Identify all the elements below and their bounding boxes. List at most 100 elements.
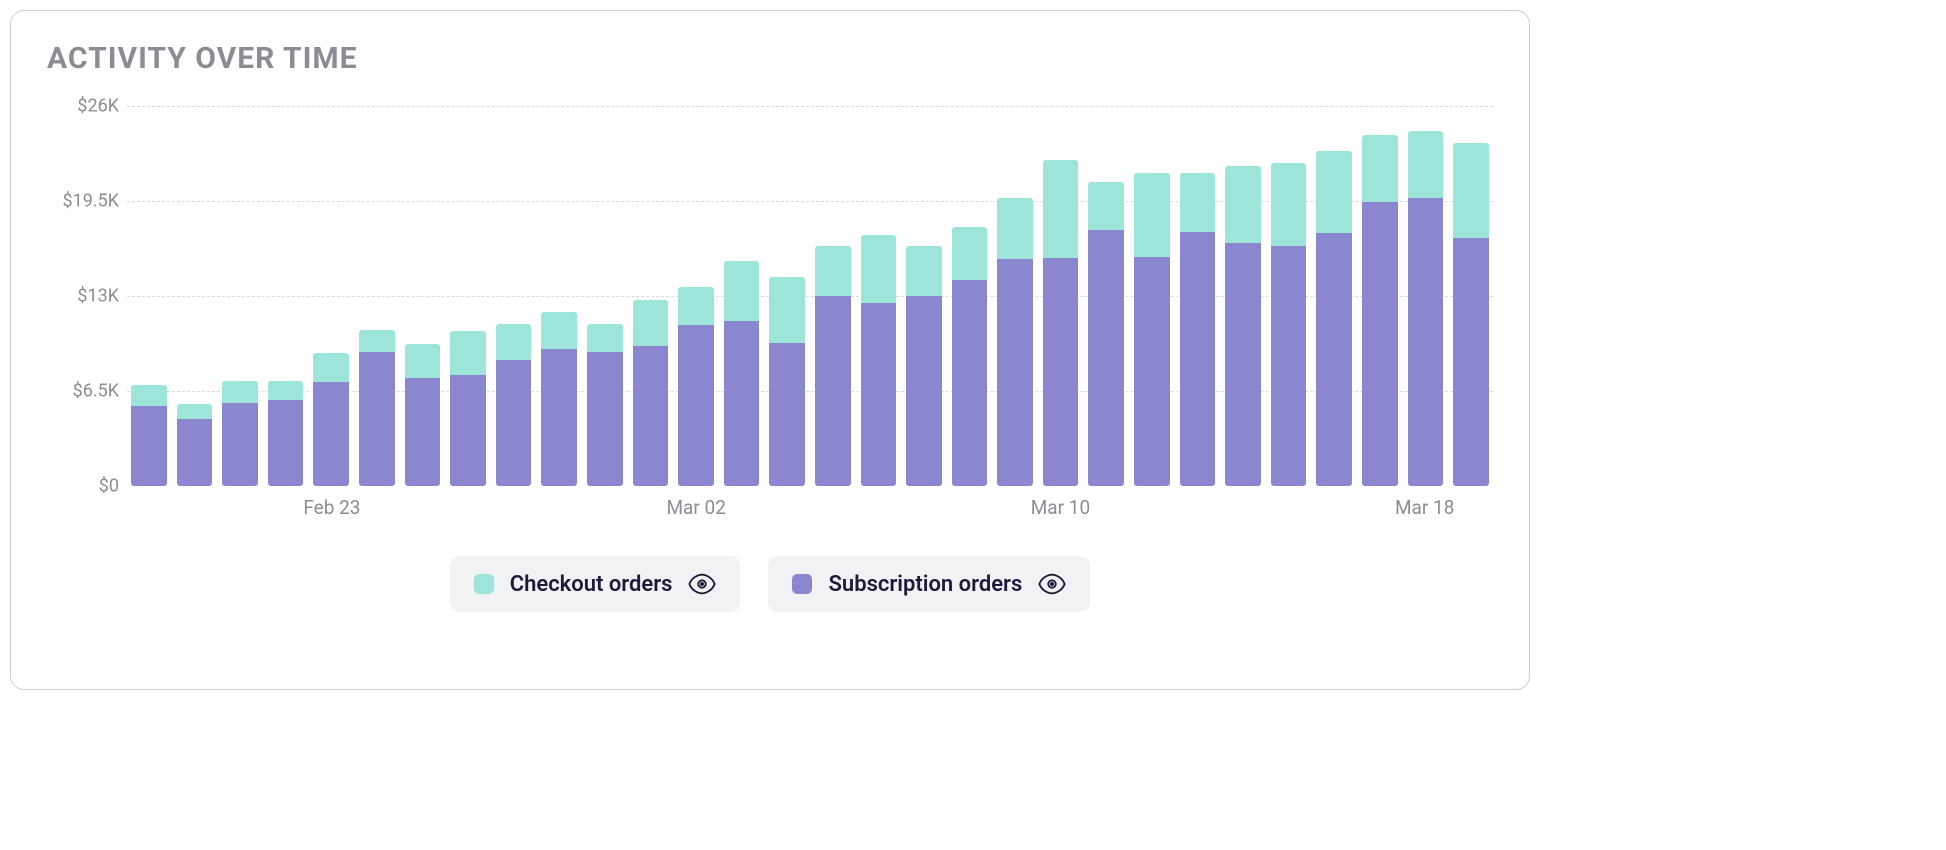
bar[interactable]: [1088, 106, 1124, 486]
bar-segment-checkout: [1453, 143, 1489, 238]
bar-segment-subscription: [1088, 230, 1124, 486]
bar-segment-checkout: [131, 385, 167, 405]
bar-segment-checkout: [1225, 166, 1261, 243]
bar[interactable]: [222, 106, 258, 486]
bar-segment-subscription: [952, 280, 988, 486]
x-tick-label: Mar 18: [1395, 496, 1454, 519]
chart-title: ACTIVITY OVER TIME: [47, 41, 1493, 76]
bar-segment-checkout: [405, 344, 441, 378]
y-tick-label: $19.5K: [62, 191, 119, 212]
bar-segment-checkout: [268, 381, 304, 400]
y-axis: $0$6.5K$13K$19.5K$26K: [47, 106, 127, 486]
bar[interactable]: [177, 106, 213, 486]
legend-swatch: [792, 574, 812, 594]
bar-segment-checkout: [1088, 182, 1124, 230]
eye-icon[interactable]: [688, 570, 716, 598]
bar[interactable]: [1408, 106, 1444, 486]
bar[interactable]: [541, 106, 577, 486]
bar-segment-checkout: [1180, 173, 1216, 231]
x-tick-label: Mar 02: [666, 496, 725, 519]
chart-area: $0$6.5K$13K$19.5K$26K: [47, 106, 1493, 486]
y-tick-label: $26K: [77, 96, 119, 117]
bar-segment-subscription: [541, 349, 577, 486]
bar-segment-subscription: [815, 296, 851, 486]
bar-segment-subscription: [1180, 232, 1216, 486]
bar-segment-checkout: [177, 404, 213, 419]
bar-segment-checkout: [359, 330, 395, 352]
bar[interactable]: [1043, 106, 1079, 486]
x-axis: Feb 23 Mar 02 Mar 10 Mar 18: [127, 486, 1493, 526]
bar[interactable]: [678, 106, 714, 486]
bar-segment-subscription: [359, 352, 395, 486]
bar-segment-checkout: [1134, 173, 1170, 256]
x-tick-label: Mar 10: [1031, 496, 1090, 519]
activity-card: ACTIVITY OVER TIME $0 $6.5K $13K $19.5K $26K…: [10, 10, 1530, 690]
bar-segment-checkout: [1043, 160, 1079, 258]
bar-segment-checkout: [997, 198, 1033, 259]
bar[interactable]: [1180, 106, 1216, 486]
bar[interactable]: [861, 106, 897, 486]
bar[interactable]: [769, 106, 805, 486]
bar[interactable]: [952, 106, 988, 486]
bar-segment-checkout: [861, 235, 897, 304]
bar[interactable]: [131, 106, 167, 486]
bar-segment-subscription: [1453, 238, 1489, 486]
bar-segment-subscription: [450, 375, 486, 486]
bar[interactable]: [1453, 106, 1489, 486]
bar[interactable]: [496, 106, 532, 486]
bar[interactable]: [724, 106, 760, 486]
bar-segment-checkout: [222, 381, 258, 403]
bar-segment-checkout: [496, 324, 532, 361]
bar[interactable]: [1225, 106, 1261, 486]
bar-segment-subscription: [177, 419, 213, 486]
bar-segment-checkout: [769, 277, 805, 343]
bar[interactable]: [1271, 106, 1307, 486]
bar-segment-subscription: [1271, 246, 1307, 486]
bar[interactable]: [359, 106, 395, 486]
bar-segment-checkout: [1408, 131, 1444, 198]
y-tick-label: $6.5K: [73, 381, 119, 402]
bar-segment-subscription: [587, 352, 623, 486]
bar[interactable]: [815, 106, 851, 486]
bar-segment-checkout: [541, 312, 577, 349]
bar[interactable]: [587, 106, 623, 486]
bar[interactable]: [906, 106, 942, 486]
bar[interactable]: [633, 106, 669, 486]
bars-container: [127, 106, 1493, 486]
bar-segment-checkout: [678, 287, 714, 325]
y-tick-label: $0: [99, 476, 119, 497]
bar[interactable]: [450, 106, 486, 486]
legend-swatch: [474, 574, 494, 594]
bar-segment-checkout: [450, 331, 486, 375]
bar-segment-checkout: [724, 261, 760, 321]
legend-item[interactable]: Subscription orders: [768, 556, 1090, 612]
bar[interactable]: [997, 106, 1033, 486]
bar-segment-subscription: [496, 360, 532, 486]
bar-segment-subscription: [769, 343, 805, 486]
legend-item[interactable]: Checkout orders: [450, 556, 741, 612]
bar-segment-subscription: [1362, 202, 1398, 486]
bar-segment-checkout: [1271, 163, 1307, 246]
chart-legend: Checkout orders Subscription orders: [47, 556, 1493, 612]
bar-segment-checkout: [906, 246, 942, 296]
bar-segment-subscription: [633, 346, 669, 486]
bar[interactable]: [268, 106, 304, 486]
bar-segment-subscription: [1043, 258, 1079, 486]
x-tick-label: Feb 23: [303, 496, 360, 519]
bar[interactable]: [1316, 106, 1352, 486]
bar-segment-subscription: [1225, 243, 1261, 486]
bar-segment-subscription: [906, 296, 942, 486]
bar-segment-subscription: [1134, 257, 1170, 486]
bar[interactable]: [405, 106, 441, 486]
bar-segment-checkout: [815, 246, 851, 296]
eye-icon[interactable]: [1038, 570, 1066, 598]
legend-label: Subscription orders: [828, 572, 1022, 597]
bar-segment-subscription: [997, 259, 1033, 486]
legend-label: Checkout orders: [510, 572, 673, 597]
bar-segment-checkout: [952, 227, 988, 280]
bar[interactable]: [313, 106, 349, 486]
bar[interactable]: [1134, 106, 1170, 486]
bar-segment-subscription: [268, 400, 304, 486]
bar[interactable]: [1362, 106, 1398, 486]
y-tick-label: $13K: [77, 286, 119, 307]
